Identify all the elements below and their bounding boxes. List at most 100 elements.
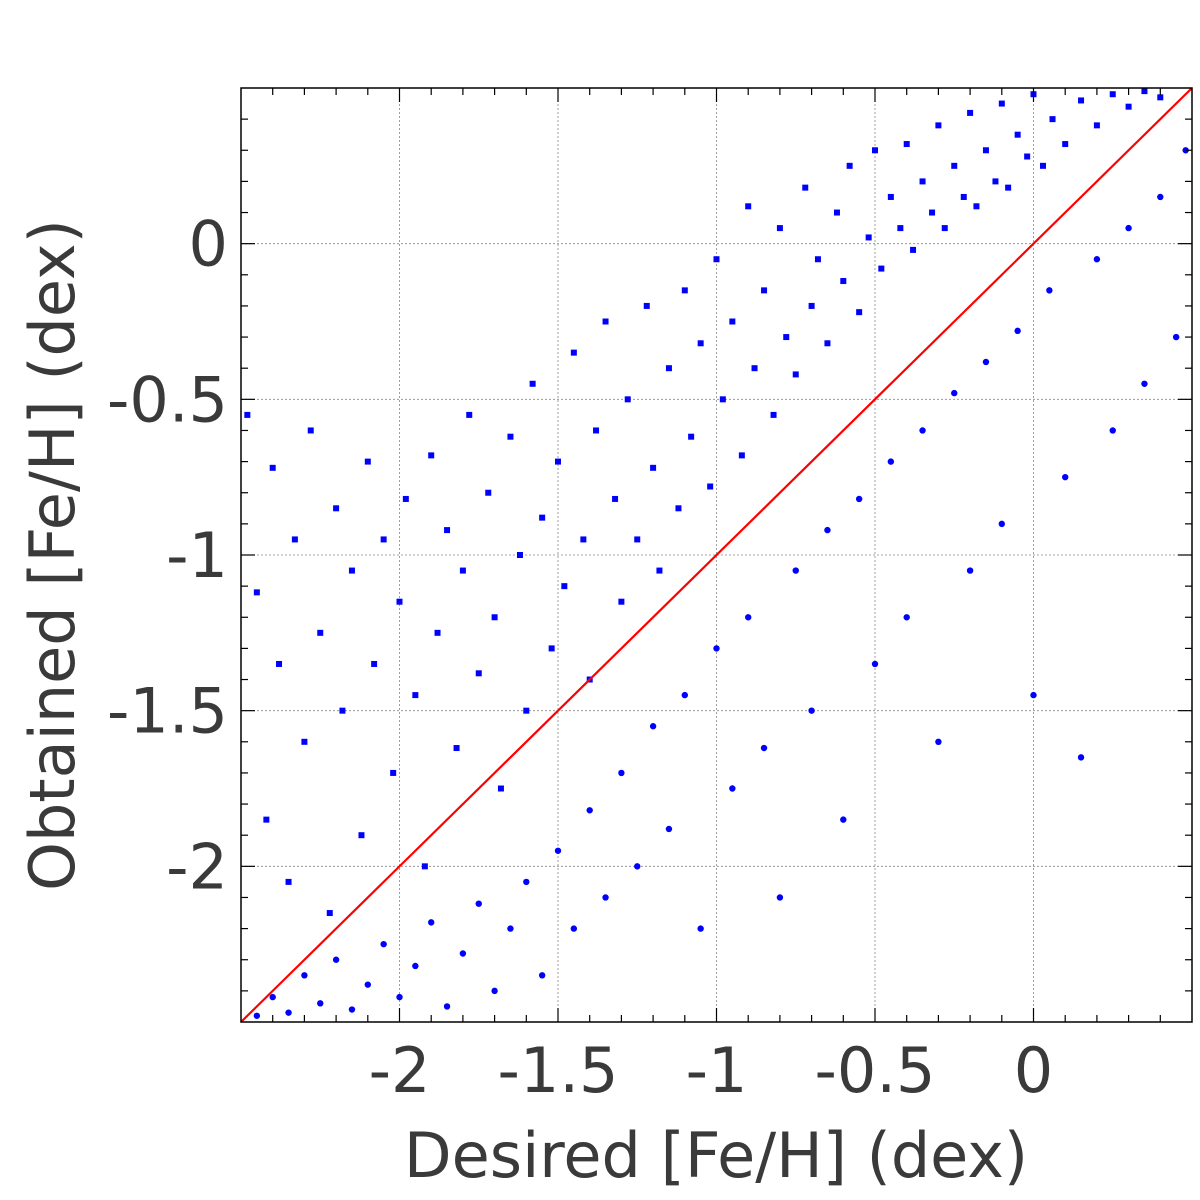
circle-point-56 xyxy=(1141,380,1148,387)
square-point-54 xyxy=(675,505,682,512)
circle-point-58 xyxy=(1172,333,1180,341)
x-tick-label-4: 0 xyxy=(1014,1034,1053,1107)
circle-point-1 xyxy=(269,993,276,1001)
square-point-19 xyxy=(396,598,403,605)
square-point-24 xyxy=(434,629,441,636)
square-point-81 xyxy=(887,193,894,200)
reference-line xyxy=(240,87,1193,1023)
square-point-17 xyxy=(380,536,387,543)
circle-point-31 xyxy=(745,614,752,621)
y-tick-labels: -2 -1.5 -1 -0.5 0 xyxy=(107,208,228,904)
circle-point-17 xyxy=(523,878,530,886)
square-point-94 xyxy=(992,178,999,185)
square-point-22 xyxy=(421,863,428,870)
square-point-35 xyxy=(523,707,530,714)
x-axis-title: Desired [Fe/H] (dex) xyxy=(404,1119,1028,1192)
square-point-70 xyxy=(802,184,809,191)
square-point-90 xyxy=(960,193,967,200)
square-point-75 xyxy=(840,278,847,285)
square-point-57 xyxy=(697,340,704,347)
circle-point-22 xyxy=(602,894,609,901)
square-point-82 xyxy=(897,225,904,232)
square-point-3 xyxy=(269,464,276,471)
square-point-1 xyxy=(253,589,260,596)
square-point-13 xyxy=(348,567,355,574)
circle-point-32 xyxy=(760,744,768,752)
square-point-33 xyxy=(507,433,514,440)
square-point-29 xyxy=(475,670,482,677)
square-point-76 xyxy=(846,162,853,169)
square-point-38 xyxy=(548,645,555,652)
circle-point-27 xyxy=(681,691,688,699)
square-point-8 xyxy=(307,427,314,434)
circle-point-52 xyxy=(1077,754,1085,761)
square-point-5 xyxy=(285,878,292,885)
circle-point-41 xyxy=(903,614,910,621)
y-tick-label-4: 0 xyxy=(189,208,228,281)
circle-point-44 xyxy=(951,389,958,397)
square-point-101 xyxy=(1049,116,1056,123)
circle-point-6 xyxy=(348,1006,356,1013)
square-point-40 xyxy=(561,583,568,590)
square-point-72 xyxy=(814,256,821,263)
y-tick-label-2: -1 xyxy=(166,519,228,592)
circle-point-49 xyxy=(1030,691,1037,699)
circle-point-20 xyxy=(570,925,578,932)
square-point-97 xyxy=(1014,131,1021,138)
x-tick-label-1: -1.5 xyxy=(498,1034,619,1107)
square-point-48 xyxy=(624,396,631,403)
circle-point-13 xyxy=(459,950,467,957)
square-point-28 xyxy=(466,411,473,418)
square-point-25 xyxy=(444,527,451,534)
square-point-45 xyxy=(602,318,609,325)
square-point-89 xyxy=(951,162,958,169)
square-point-36 xyxy=(529,380,536,387)
circle-point-0 xyxy=(253,1012,261,1019)
circle-point-48 xyxy=(1014,327,1021,335)
square-point-4 xyxy=(276,660,283,667)
square-point-16 xyxy=(371,660,378,667)
square-point-91 xyxy=(967,109,974,116)
circle-point-39 xyxy=(871,660,879,668)
circle-point-24 xyxy=(634,863,641,870)
x-tick-label-2: -1 xyxy=(686,1034,748,1107)
square-point-37 xyxy=(539,514,546,521)
square-point-41 xyxy=(570,349,577,356)
square-point-79 xyxy=(872,147,878,154)
square-point-32 xyxy=(497,785,504,792)
square-point-104 xyxy=(1093,122,1100,129)
square-point-6 xyxy=(291,536,298,543)
x-tick-labels: -2 -1.5 -1 -0.5 0 xyxy=(369,1034,1054,1107)
square-point-92 xyxy=(973,203,980,210)
square-point-30 xyxy=(485,489,492,496)
circle-point-11 xyxy=(428,919,435,926)
square-point-18 xyxy=(390,769,397,776)
circle-point-50 xyxy=(1046,287,1053,294)
circle-point-28 xyxy=(697,925,704,932)
circle-point-54 xyxy=(1109,427,1116,434)
circle-point-4 xyxy=(317,1000,324,1007)
square-point-85 xyxy=(919,178,926,185)
y-tick-label-0: -2 xyxy=(166,830,228,903)
circle-point-5 xyxy=(332,956,340,963)
square-point-46 xyxy=(612,495,619,502)
square-point-27 xyxy=(459,567,466,574)
square-point-58 xyxy=(707,483,714,490)
square-point-96 xyxy=(1005,184,1012,191)
circle-point-42 xyxy=(919,427,926,434)
circle-point-40 xyxy=(887,458,895,465)
circle-point-34 xyxy=(792,567,799,574)
circle-point-10 xyxy=(412,962,419,970)
square-point-20 xyxy=(402,495,409,502)
square-point-11 xyxy=(333,505,340,512)
circle-point-46 xyxy=(982,358,990,366)
square-point-93 xyxy=(982,147,989,154)
square-point-83 xyxy=(903,141,910,148)
x-tick-label-3: -0.5 xyxy=(815,1034,936,1107)
square-point-2 xyxy=(263,816,270,823)
square-point-66 xyxy=(770,411,777,418)
square-point-105 xyxy=(1109,91,1116,98)
circle-point-21 xyxy=(586,807,593,814)
